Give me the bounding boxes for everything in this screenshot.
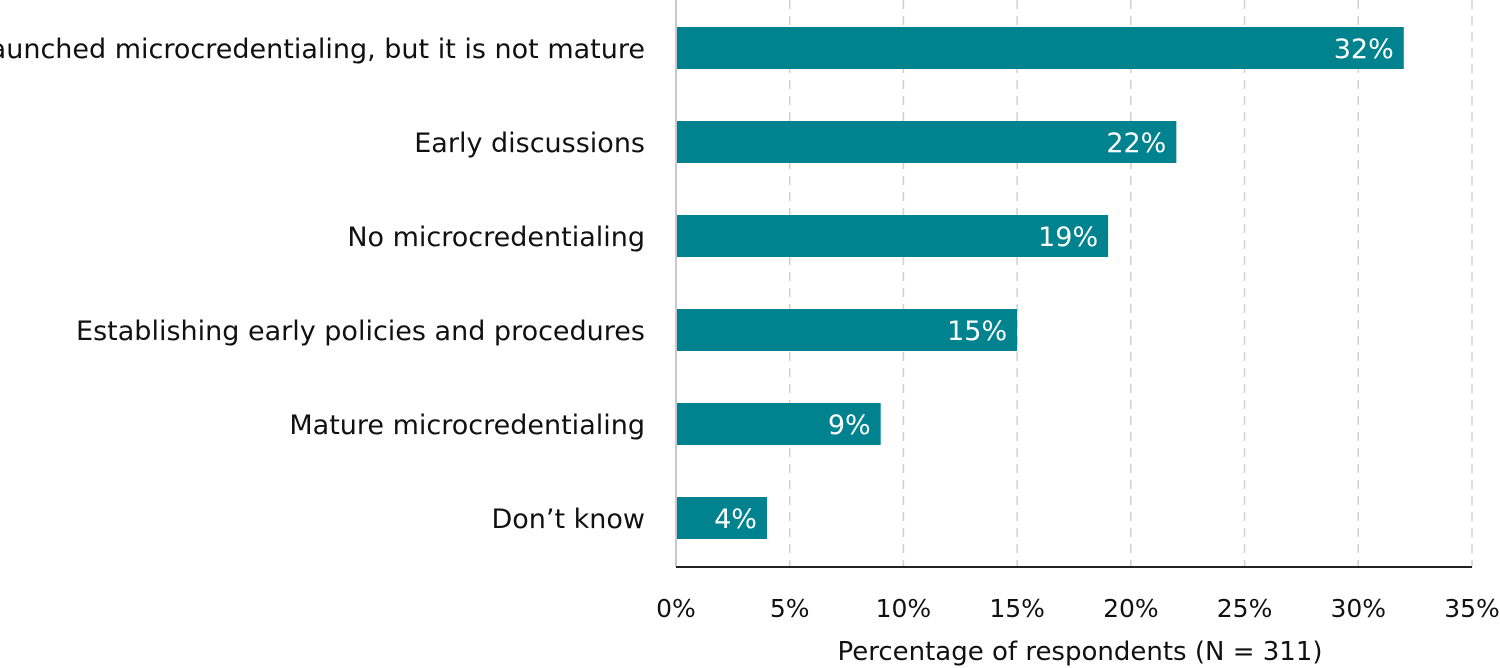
x-tick-label: 35% [1444, 594, 1500, 623]
category-label: Launched microcredentialing, but it is n… [0, 34, 645, 65]
category-label: Mature microcredentialing [289, 410, 645, 441]
bar-value-label: 4% [714, 504, 757, 535]
category-label: No microcredentialing [347, 222, 645, 253]
x-tick-label: 30% [1330, 594, 1386, 623]
bar [676, 27, 1404, 69]
labels: 0% 5% 10% 15% 20% 25% 30% 35% 32% Launched microc… [0, 34, 1500, 623]
grid-lines [788, 0, 1473, 567]
bar [676, 215, 1109, 257]
x-axis-title: Percentage of respondents (N = 311) [837, 637, 1322, 667]
bar [676, 121, 1177, 163]
category-label: Establishing early policies and procedur… [76, 316, 645, 347]
axes [675, 0, 1472, 568]
bar [676, 309, 1018, 351]
x-tick-label: 20% [1103, 594, 1159, 623]
bar-value-label: 15% [947, 316, 1007, 347]
x-tick-label: 15% [989, 594, 1045, 623]
x-tick-label: 10% [876, 594, 932, 623]
bar-value-label: 9% [828, 410, 871, 441]
bar-value-label: 22% [1106, 128, 1166, 159]
bars [676, 27, 1404, 539]
bar-value-label: 32% [1334, 34, 1394, 65]
category-label: Don’t know [491, 504, 645, 535]
bar [676, 497, 767, 539]
x-tick-label: 25% [1217, 594, 1273, 623]
x-tick-label: 5% [770, 594, 810, 623]
bar-value-label: 19% [1038, 222, 1098, 253]
bar [676, 403, 881, 445]
x-tick-label: 0% [656, 594, 696, 623]
category-label: Early discussions [414, 128, 645, 159]
